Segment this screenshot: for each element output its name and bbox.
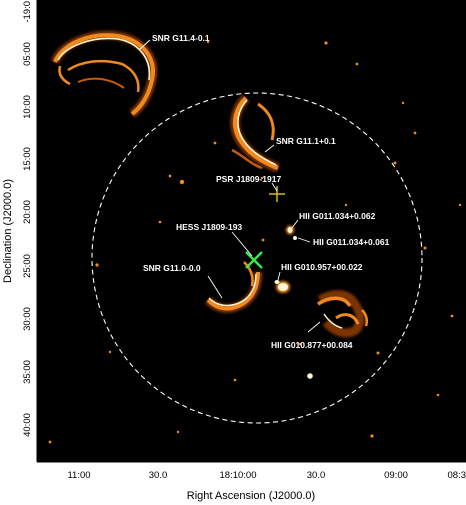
y-tick-label: 30:00 [22,307,33,331]
snr-g11.4-emission [50,30,158,118]
hii-g010.877-emission [317,290,369,338]
label-hii-g011.034-062: HII G011.034+0.062 [299,211,376,221]
label-hii-g011.034-061: HII G011.034+0.061 [313,237,390,247]
y-tick-label: 05:00 [22,42,33,66]
x-tick-label: 11:00 [67,470,90,481]
x-tick-label: 08:3 [448,470,466,481]
x-tick-label: 30.0 [307,470,326,481]
plot-background [37,0,466,462]
snr-g11.0-emission [204,261,263,313]
x-tick-label: 18:10:00 [220,470,257,481]
emission-map [48,30,462,444]
y-tick-label: 35:00 [22,360,33,384]
y-axis-title: Declination (J2000.0) [2,179,14,283]
label-snr-g11.1: SNR G11.1+0.1 [276,136,336,146]
y-tick-label: 40:00 [22,413,33,437]
fov-dashed-circle [91,92,423,424]
hii-compact-sources [274,225,297,293]
y-tick-label: 25:00 [22,254,33,278]
label-hii-g010.957: HII G010.957+00.022 [281,262,363,272]
y-tick-label: 20:00 [22,200,33,224]
label-snr-g11.4: SNR G11.4-0.1 [152,33,210,43]
y-tick-label: 15:00 [22,147,33,171]
label-hess-j1809: HESS J1809-193 [176,222,242,232]
label-snr-g11.0: SNR G11.0-0.0 [143,263,201,273]
psr-marker-icon [269,186,285,202]
label-leader-lines [138,39,321,333]
x-tick-label: 30.0 [149,470,168,481]
hess-marker-icon [245,251,263,269]
label-psr-j1809: PSR J1809-1917 [216,174,281,184]
x-tick-label: 09:00 [384,470,408,481]
x-axis-title: Right Ascension (J2000.0) [187,490,315,502]
axis-minor-ticks [37,26,436,462]
snr-g11.1-emission [230,94,280,173]
axis-frame [36,0,466,463]
y-tick-label: -19:0 [22,1,33,23]
label-hii-g010.877: HII G010.877+00.084 [271,340,353,350]
y-tick-label: 10:00 [22,95,33,119]
background-point-sources [48,40,462,444]
